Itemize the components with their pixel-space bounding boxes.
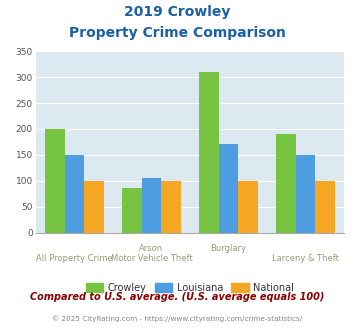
Text: Motor Vehicle Theft: Motor Vehicle Theft	[111, 254, 192, 263]
Bar	[276, 134, 296, 233]
Bar	[84, 181, 104, 233]
Text: Property Crime Comparison: Property Crime Comparison	[69, 26, 286, 40]
Bar	[65, 155, 84, 233]
Text: Arson: Arson	[140, 244, 164, 252]
Text: © 2025 CityRating.com - https://www.cityrating.com/crime-statistics/: © 2025 CityRating.com - https://www.city…	[53, 315, 302, 322]
Bar	[142, 178, 161, 233]
Bar	[161, 181, 181, 233]
Bar	[122, 187, 142, 233]
Bar	[315, 181, 335, 233]
Text: 2019 Crowley: 2019 Crowley	[124, 5, 231, 19]
Bar	[219, 145, 238, 233]
Text: Larceny & Theft: Larceny & Theft	[272, 254, 339, 263]
Legend: Crowley, Louisiana, National: Crowley, Louisiana, National	[82, 279, 298, 297]
Bar	[238, 181, 258, 233]
Text: Burglary: Burglary	[211, 244, 246, 252]
Bar	[199, 72, 219, 233]
Bar	[296, 155, 315, 233]
Bar	[45, 129, 65, 233]
Text: Compared to U.S. average. (U.S. average equals 100): Compared to U.S. average. (U.S. average …	[30, 292, 325, 302]
Text: All Property Crime: All Property Crime	[36, 254, 113, 263]
